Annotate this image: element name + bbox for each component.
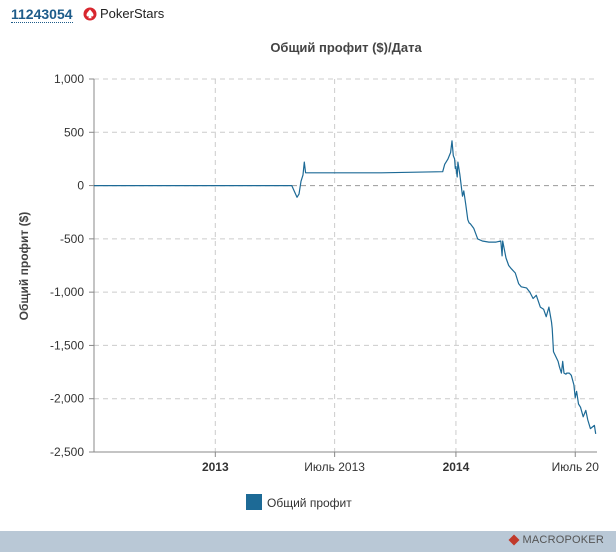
header: 11243054 PokerStars	[0, 0, 616, 30]
y-tick-label: 1,000	[54, 72, 84, 86]
y-tick-label: -1,500	[50, 338, 84, 352]
pokerstars-spade-icon	[83, 7, 97, 21]
grid	[94, 78, 597, 452]
legend-label: Общий профит	[267, 496, 352, 510]
y-tick-label: -2,000	[50, 392, 84, 406]
brand-name: MACROPOKER	[522, 534, 604, 546]
x-tick-label: Июль 20	[552, 460, 600, 474]
profit-chart: Общий профит ($)/Дата 1,000 500 0 -500 -1,00…	[17, 40, 599, 510]
legend[interactable]: Общий профит	[246, 494, 352, 510]
room-name: PokerStars	[100, 6, 165, 21]
chart-title: Общий профит ($)/Дата	[270, 40, 422, 55]
axes: 1,000 500 0 -500 -1,000 -1,500 -2,000 -2,500 201…	[50, 72, 599, 474]
x-tick-label: 2014	[443, 460, 470, 474]
y-tick-label: -500	[60, 232, 84, 246]
y-tick-label: 0	[77, 179, 84, 193]
room-label: PokerStars	[83, 6, 164, 22]
footer-bar: MACROPOKER	[0, 531, 616, 552]
brand: MACROPOKER	[508, 534, 604, 546]
player-id-link[interactable]: 11243054	[11, 6, 73, 23]
series-layer	[94, 140, 597, 434]
macropoker-logo-icon	[508, 534, 520, 546]
series-line	[94, 140, 597, 434]
y-axis-label: Общий профит ($)	[17, 212, 31, 321]
x-tick-label: Июль 2013	[304, 460, 365, 474]
legend-swatch	[246, 494, 262, 510]
y-tick-label: -2,500	[50, 445, 84, 459]
y-tick-label: 500	[64, 125, 84, 139]
y-tick-label: -1,000	[50, 285, 84, 299]
x-tick-label: 2013	[202, 460, 229, 474]
